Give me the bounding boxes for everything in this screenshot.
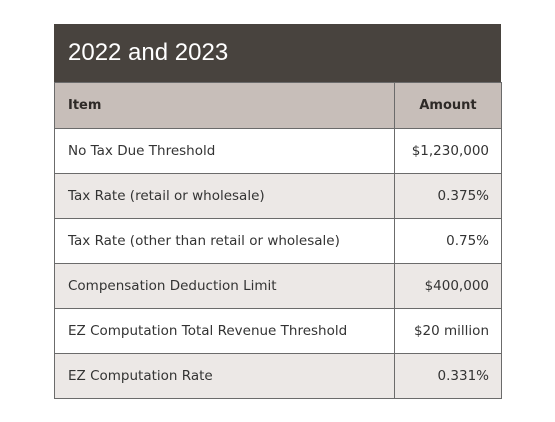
row-item: EZ Computation Total Revenue Threshold [54, 308, 395, 354]
row-item: Tax Rate (other than retail or wholesale… [54, 218, 395, 264]
row-item: Tax Rate (retail or wholesale) [54, 173, 395, 219]
row-amount: 0.331% [394, 353, 502, 399]
table-row: Tax Rate (other than retail or wholesale… [54, 218, 502, 264]
column-header-item: Item [54, 82, 395, 129]
row-amount: 0.375% [394, 173, 502, 219]
column-header-amount: Amount [394, 82, 502, 129]
table-row: EZ Computation Total Revenue Threshold $… [54, 308, 502, 354]
table-row: No Tax Due Threshold $1,230,000 [54, 128, 502, 174]
table-row: Tax Rate (retail or wholesale) 0.375% [54, 173, 502, 219]
row-item: EZ Computation Rate [54, 353, 395, 399]
row-amount: $1,230,000 [394, 128, 502, 174]
table-row: EZ Computation Rate 0.331% [54, 353, 502, 399]
table-row: Compensation Deduction Limit $400,000 [54, 263, 502, 309]
row-amount: 0.75% [394, 218, 502, 264]
tax-table-card: 2022 and 2023 Item Amount No Tax Due Thr… [54, 24, 502, 399]
row-item: Compensation Deduction Limit [54, 263, 395, 309]
tax-table: Item Amount No Tax Due Threshold $1,230,… [54, 82, 502, 399]
table-title: 2022 and 2023 [54, 24, 501, 82]
row-item: No Tax Due Threshold [54, 128, 395, 174]
row-amount: $400,000 [394, 263, 502, 309]
table-header-row: Item Amount [54, 82, 502, 129]
row-amount: $20 million [394, 308, 502, 354]
